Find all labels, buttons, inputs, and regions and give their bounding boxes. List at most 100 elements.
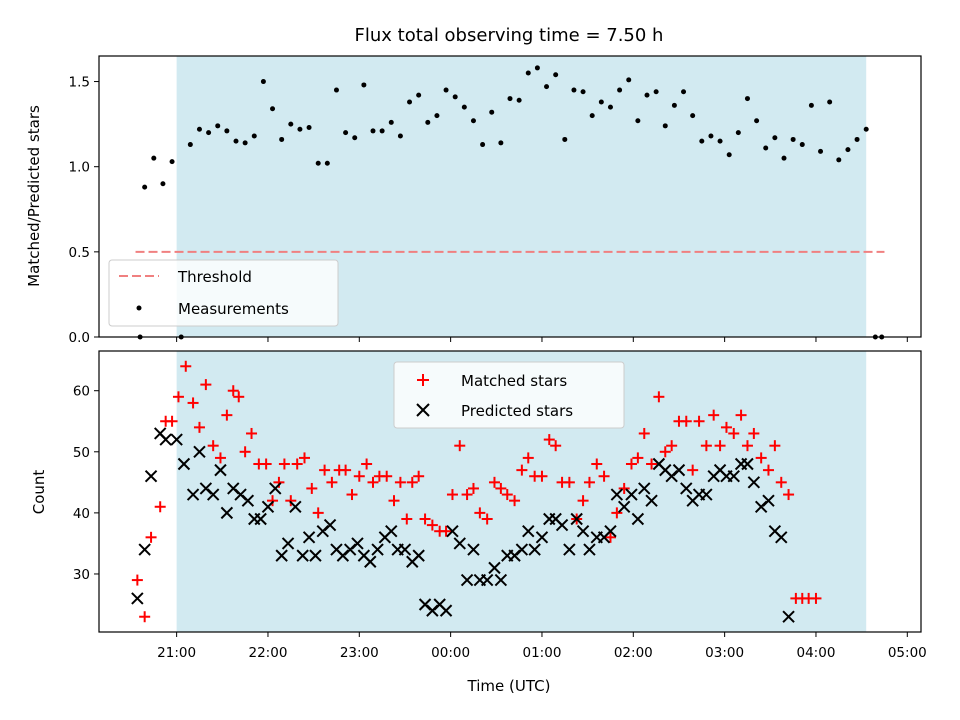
measurement-point [425,119,431,125]
measurement-point [370,128,376,134]
measurement-point [562,136,568,142]
top-legend-box [108,259,339,327]
matched-star-point [611,507,623,519]
measurement-point [589,113,595,119]
bottom-panel: 30 40 50 60 21:00 22:00 23:00 00:00 01:00 02:00 0… [30,350,927,695]
matched-star-point [481,513,493,525]
predicted-star-point [672,463,686,477]
top-y-axis: 0.0 0.5 1.0 1.5 [69,75,99,346]
matched-star-point [388,495,400,507]
measurement-point [854,136,860,142]
matched-star-point [166,415,178,427]
measurement-point [863,126,869,132]
measurement-point [626,77,632,83]
predicted-star-point [254,512,267,526]
measurement-point [279,136,285,142]
measurement-point [443,87,449,93]
measurement-point [352,135,358,141]
predicted-star-point [645,494,658,507]
predicted-star-point [446,524,459,538]
predicted-star-point [775,531,788,544]
predicted-star-point [138,543,151,556]
predicted-star-point [371,543,384,556]
measurement-point [434,113,440,119]
predicted-star-point [467,543,480,556]
measurement-point [653,89,659,95]
matched-star-point [516,464,528,476]
measurement-point [498,140,504,146]
bottom-y-tick-label: 50 [73,445,90,461]
measurement-point [324,160,330,166]
predicted-star-point [555,518,569,532]
bottom-y-tick-label: 40 [73,506,90,522]
predicted-star-point [186,488,200,501]
x-tick-label: 04:00 [797,645,836,661]
measurement-point [489,109,495,115]
matched-star-point [172,391,184,403]
matched-star-point [775,476,787,488]
measurement-point [781,155,787,161]
matched-star-point [353,470,365,482]
matched-star-point [193,421,205,433]
measurement-point [699,138,705,144]
measurement-point [233,138,239,144]
matched-star-point [474,507,486,519]
legend-threshold-label: Threshold [177,268,252,286]
measurement-point [461,104,467,110]
measurement-point [516,97,522,103]
measurement-point [507,96,513,102]
matched-star-point [666,440,678,452]
matched-star-point [227,385,239,397]
matched-star-point [741,440,753,452]
predicted-star-point [296,549,309,562]
predicted-star-point [131,592,144,605]
matched-star-point [495,482,507,494]
predicted-star-point [261,500,275,513]
matched-star-point [454,440,466,452]
measurement-point [544,84,550,90]
measurement-point [763,145,769,151]
predicted-star-point [782,610,795,623]
predicted-star-point [170,433,183,446]
matched-star-point [748,427,760,439]
measurement-point [735,130,741,136]
x-tick-label: 01:00 [523,645,562,661]
measurement-point [580,89,586,95]
matched-star-point [419,513,431,525]
legend-matched-swatch [417,374,429,386]
bottom-y-tick-label: 60 [73,384,90,400]
matched-star-point [278,458,290,470]
measurement-point [690,113,696,119]
measurement-point [772,135,778,141]
matched-star-point [214,452,226,464]
matched-star-point [783,489,795,501]
measurement-point [407,99,413,105]
predicted-star-point [727,470,740,483]
bottom-legend-box [393,361,625,429]
predicted-star-point [193,445,206,459]
legend-measurements-swatch [136,305,142,311]
measurement-point [270,106,276,112]
x-tick-label: 21:00 [157,645,196,661]
chart-title: Flux total observing time = 7.50 h [355,25,664,46]
predicted-star-point [563,543,576,556]
measurement-point [470,118,476,124]
matched-star-point [145,531,157,543]
predicted-star-point [528,543,541,556]
x-tick-label: 03:00 [705,645,744,661]
measurement-point [397,133,403,139]
measurement-point [343,130,349,136]
x-tick-label: 22:00 [249,645,288,661]
measurement-point [379,128,385,134]
matched-star-point [367,476,379,488]
matched-stars-series [131,360,822,623]
legend-predicted-swatch [416,403,430,417]
matched-star-point [522,452,534,464]
measurement-point [571,87,577,93]
x-tick-label: 23:00 [340,645,379,661]
matched-star-point [306,482,318,494]
predicted-star-point [159,433,172,446]
top-y-axis-label: Matched/Predicted stars [25,105,43,287]
measurement-point [306,125,312,131]
measurement-point [416,92,422,98]
